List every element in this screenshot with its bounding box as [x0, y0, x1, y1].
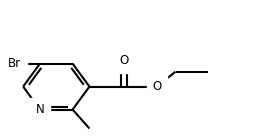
Text: O: O	[152, 80, 161, 93]
Text: O: O	[119, 54, 129, 67]
Text: Br: Br	[8, 57, 21, 70]
Text: N: N	[36, 103, 44, 116]
